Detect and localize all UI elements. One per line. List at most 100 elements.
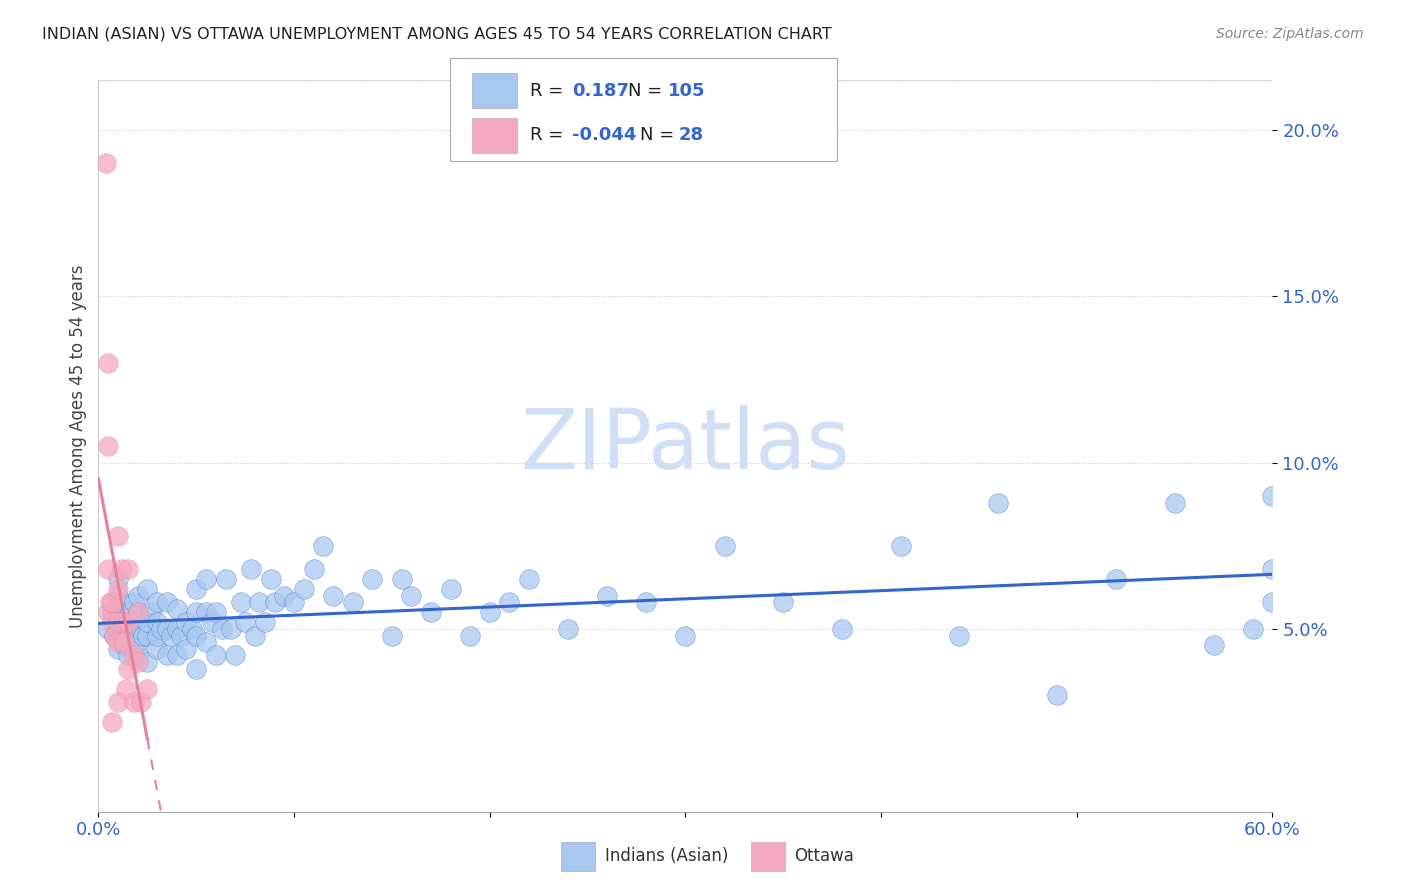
Point bbox=[205, 605, 228, 619]
Point bbox=[156, 622, 179, 636]
Point bbox=[107, 641, 129, 656]
Point bbox=[107, 628, 129, 642]
Point bbox=[201, 615, 224, 630]
Point bbox=[233, 615, 256, 630]
Point bbox=[114, 681, 136, 696]
Point bbox=[186, 628, 208, 642]
Point bbox=[176, 641, 198, 656]
Point bbox=[146, 641, 169, 656]
Point bbox=[127, 635, 149, 649]
Point bbox=[292, 582, 315, 596]
Point bbox=[127, 648, 149, 663]
Point bbox=[136, 681, 159, 696]
Point bbox=[186, 662, 208, 676]
Point bbox=[420, 605, 443, 619]
Point bbox=[259, 572, 281, 586]
Point bbox=[1261, 595, 1284, 609]
Point bbox=[675, 628, 697, 642]
Point bbox=[117, 648, 139, 663]
Point bbox=[166, 648, 188, 663]
Point bbox=[146, 628, 169, 642]
Point bbox=[111, 562, 134, 576]
Point bbox=[132, 628, 155, 642]
Point bbox=[273, 589, 295, 603]
Point bbox=[101, 605, 124, 619]
Point bbox=[117, 615, 139, 630]
Point bbox=[231, 595, 253, 609]
Point bbox=[103, 628, 125, 642]
Point bbox=[214, 572, 236, 586]
Point bbox=[97, 622, 120, 636]
Point bbox=[181, 622, 204, 636]
Point bbox=[1261, 562, 1284, 576]
Point bbox=[98, 595, 121, 609]
Point bbox=[156, 595, 179, 609]
Point bbox=[118, 605, 141, 619]
Point bbox=[122, 628, 145, 642]
Point bbox=[107, 695, 129, 709]
Point bbox=[195, 635, 218, 649]
Point bbox=[458, 628, 481, 642]
Point bbox=[517, 572, 540, 586]
Text: Ottawa: Ottawa bbox=[794, 847, 855, 865]
Point bbox=[243, 628, 266, 642]
Point bbox=[240, 562, 263, 576]
Point bbox=[890, 539, 912, 553]
Point bbox=[401, 589, 423, 603]
Point bbox=[112, 639, 135, 653]
Text: Source: ZipAtlas.com: Source: ZipAtlas.com bbox=[1216, 27, 1364, 41]
Point bbox=[166, 622, 188, 636]
Point bbox=[117, 628, 139, 642]
Point bbox=[156, 648, 179, 663]
Point bbox=[166, 602, 188, 616]
Text: R =: R = bbox=[530, 127, 569, 145]
Point bbox=[247, 595, 270, 609]
Point bbox=[117, 615, 139, 630]
Point bbox=[146, 615, 169, 630]
Point bbox=[131, 695, 153, 709]
Point bbox=[361, 572, 384, 586]
Point bbox=[253, 615, 276, 630]
Point bbox=[322, 589, 344, 603]
Point bbox=[107, 589, 129, 603]
Point bbox=[101, 595, 124, 609]
Text: ZIPatlas: ZIPatlas bbox=[520, 406, 851, 486]
Point bbox=[176, 615, 198, 630]
Point bbox=[105, 615, 128, 630]
Point bbox=[97, 439, 120, 453]
Point bbox=[101, 615, 124, 630]
Point bbox=[713, 539, 735, 553]
Point bbox=[127, 605, 149, 619]
Point bbox=[557, 622, 579, 636]
Point bbox=[107, 582, 129, 596]
Point bbox=[112, 615, 135, 630]
Point bbox=[195, 572, 218, 586]
Point bbox=[636, 595, 658, 609]
Point bbox=[112, 635, 135, 649]
Point bbox=[127, 655, 149, 669]
Point bbox=[122, 695, 145, 709]
Point bbox=[141, 605, 163, 619]
Point bbox=[107, 622, 129, 636]
Point bbox=[1202, 639, 1225, 653]
Point bbox=[127, 605, 149, 619]
Point bbox=[498, 595, 520, 609]
Text: N =: N = bbox=[628, 81, 668, 100]
Point bbox=[136, 615, 159, 630]
Point bbox=[169, 628, 191, 642]
Point bbox=[107, 572, 129, 586]
Point bbox=[107, 615, 129, 630]
Point bbox=[283, 595, 305, 609]
Point bbox=[312, 539, 335, 553]
Text: -0.044: -0.044 bbox=[572, 127, 637, 145]
Text: N =: N = bbox=[640, 127, 679, 145]
Text: 105: 105 bbox=[668, 81, 706, 100]
Point bbox=[381, 628, 404, 642]
Point bbox=[948, 628, 970, 642]
Text: R =: R = bbox=[530, 81, 569, 100]
Point bbox=[122, 648, 145, 663]
Point bbox=[117, 562, 139, 576]
Point bbox=[195, 605, 218, 619]
Point bbox=[186, 605, 208, 619]
Point bbox=[205, 648, 228, 663]
